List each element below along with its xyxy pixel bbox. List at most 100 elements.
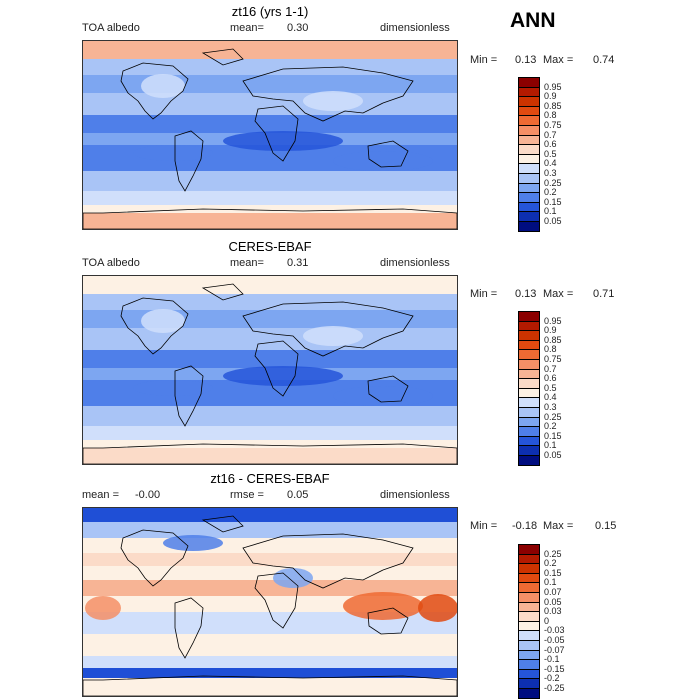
colorbar-label: 0.85 [544,334,562,345]
colorbar-label: 0.03 [544,606,562,617]
colorbar-box [518,221,540,232]
colorbar-label: 0.9 [544,325,557,336]
colorbar-label: 0.6 [544,139,557,150]
colorbar-label: 0.2 [544,187,557,198]
colorbar-label: 0.4 [544,158,557,169]
panel3-mean-label: mean = [82,489,119,501]
map-band [83,580,457,596]
colorbar-label: -0.05 [544,635,565,645]
colorbar-box [518,455,540,466]
colorbar-label: 0.25 [544,411,562,422]
colorbar-label: 0.25 [544,177,562,188]
coastline [83,443,457,464]
panel2-min-label: Min = [470,288,498,300]
colorbar-label: 0.7 [544,129,557,140]
map-band [83,213,457,229]
colorbar-label: 0.05 [544,450,562,460]
map-band [83,522,457,538]
coastline [254,572,299,629]
panel1-map [82,40,458,230]
colorbar-label: 0.75 [544,120,562,130]
coastline [83,208,457,229]
coastline [201,48,244,66]
colorbar-label: 0.8 [544,344,557,355]
map-feature [303,326,363,346]
map-feature [223,366,343,386]
map-band [83,448,457,464]
panel3-min-value: -0.18 [512,520,538,532]
map-band [83,93,457,115]
panel3-rmse-label: rmse = [230,489,264,501]
panel3-title: zt16 - CERES-EBAF [210,471,330,486]
coastline [367,607,409,635]
coastline [254,340,299,397]
map-band [83,406,457,426]
colorbar-label: -0.15 [544,663,565,674]
panel2-variable: TOA albedo [82,257,140,269]
colorbar-label: 0.1 [544,577,557,588]
panel3-map [82,507,458,697]
panel3-mean-value: -0.00 [135,489,161,501]
map-band [83,440,457,448]
map-band [83,566,457,580]
colorbar-label: 0.75 [544,354,562,364]
map-band [83,171,457,191]
coastline [120,529,189,587]
coastline [242,301,414,357]
map-band [83,191,457,205]
season-label: ANN [510,9,556,32]
colorbar-label: 0.9 [544,91,557,102]
panel1-mean-label: mean= [230,22,264,34]
panel2-mean-value: 0.31 [287,257,309,269]
panel3-units: dimensionless [380,489,450,501]
panel1-title: zt16 (yrs 1-1) [231,4,309,19]
colorbar-label: -0.1 [544,654,560,665]
colorbar-label: 0.1 [544,440,557,451]
map-feature [223,131,343,151]
panel2-min-value: 0.13 [515,288,537,300]
colorbar-label: 0.4 [544,392,557,403]
panel3-rmse-value: 0.05 [287,489,309,501]
colorbar-label: 0.6 [544,373,557,384]
map-band [83,115,457,133]
coastline [367,375,409,403]
panel3-max-value: 0.15 [595,520,617,532]
colorbar-label: 0.05 [544,596,562,607]
panel2-title: CERES-EBAF [228,239,312,254]
panel2-map-svg [83,276,457,464]
coastline [242,66,414,122]
map-band [83,508,457,522]
coastline [201,283,244,301]
colorbar-label: 0.95 [544,81,562,92]
map-band [83,678,457,696]
map-feature [303,91,363,111]
map-feature [133,380,213,396]
map-band [83,634,457,656]
coastline [367,140,409,168]
panel1-variable: TOA albedo [82,22,140,34]
panel1-max-value: 0.74 [593,54,615,66]
panel2-units: dimensionless [380,257,450,269]
colorbar-label: 0.95 [544,315,562,326]
coastline [120,62,189,120]
colorbar-label: 0.1 [544,206,557,217]
map-feature [133,145,213,161]
panel1-map-svg [83,41,457,229]
colorbar-label: 0.25 [544,548,562,559]
colorbar-label: 0.15 [544,196,562,207]
map-feature [343,592,423,620]
colorbar-box [518,688,540,699]
colorbar-label: -0.03 [544,625,565,636]
colorbar-label: 0.7 [544,363,557,374]
panel3-map-svg [83,508,457,696]
map-band [83,205,457,213]
coastline [201,515,244,533]
panel1-min-label: Min = [470,54,498,66]
panel1-mean-value: 0.30 [287,22,309,34]
map-band [83,59,457,75]
colorbar-label: 0.07 [544,587,562,597]
panel2-map [82,275,458,465]
coastline [83,675,457,696]
colorbar-label: 0.5 [544,148,557,159]
map-band [83,350,457,368]
